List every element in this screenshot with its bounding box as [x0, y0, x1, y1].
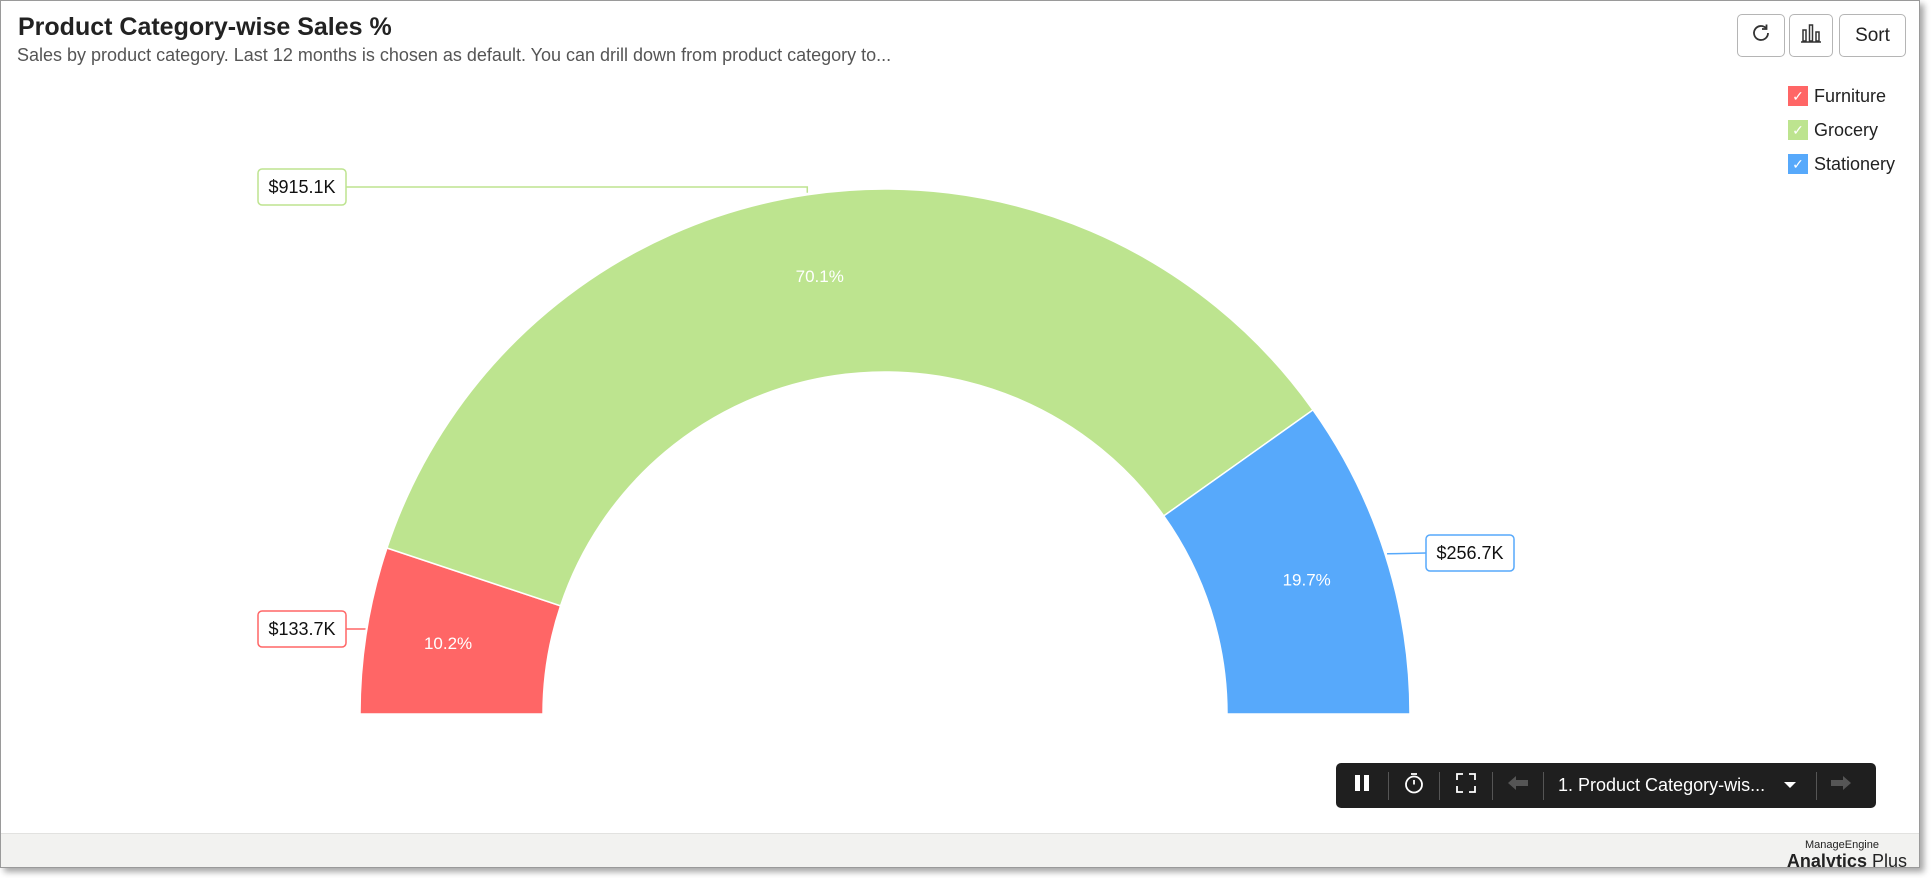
legend-checkbox[interactable]: ✓ — [1788, 120, 1808, 140]
brand-manageengine: ManageEngine — [1804, 839, 1879, 851]
percent-label: 19.7% — [1283, 570, 1331, 589]
value-label: $915.1K — [268, 177, 335, 197]
slide-dropdown-button[interactable] — [1778, 763, 1802, 808]
bar-chart-icon — [1799, 21, 1823, 51]
player-divider — [1543, 771, 1544, 800]
callout-line — [346, 628, 366, 630]
legend-item-grocery[interactable]: ✓ Grocery — [1788, 119, 1895, 141]
slice-stationery[interactable] — [1162, 408, 1411, 715]
slice-grocery[interactable] — [385, 188, 1315, 607]
previous-slide-button[interactable] — [1493, 763, 1543, 808]
player-divider — [1439, 771, 1440, 800]
prev-arrow-icon — [1506, 773, 1530, 798]
fullscreen-icon — [1454, 771, 1478, 800]
player-divider — [1492, 771, 1493, 800]
next-slide-button[interactable] — [1817, 763, 1865, 808]
value-label: $256.7K — [1436, 543, 1503, 563]
player-divider — [1816, 771, 1817, 800]
value-label-box — [257, 168, 347, 206]
brand-product-suffix: Plus — [1866, 851, 1907, 868]
percent-label: 10.2% — [424, 634, 472, 653]
semi-donut-chart: 10.2% $133.7K 70.1% $915.1K 19.7% $256.7K — [257, 168, 1515, 715]
pause-button[interactable] — [1336, 763, 1388, 808]
value-label: $133.7K — [268, 619, 335, 639]
fullscreen-button[interactable] — [1440, 763, 1492, 808]
page-subtitle: Sales by product category. Last 12 month… — [17, 45, 892, 65]
brand-product: Analytics Plus — [1786, 851, 1907, 868]
refresh-icon — [1749, 21, 1773, 51]
legend-item-stationery[interactable]: ✓ Stationery — [1788, 153, 1895, 175]
legend-label: Furniture — [1814, 85, 1887, 106]
brand-product-main: Analytics — [1786, 851, 1867, 868]
value-label-box — [1425, 534, 1515, 572]
page-title: Product Category-wise Sales % — [18, 13, 392, 41]
player-divider — [1388, 771, 1389, 800]
slideshow-player: 1. Product Category-wis... — [1336, 763, 1876, 808]
dropdown-icon — [1783, 777, 1797, 795]
slide-selector-label[interactable]: 1. Product Category-wis... — [1558, 775, 1766, 795]
callout-line — [1387, 552, 1427, 555]
legend-label: Grocery — [1814, 119, 1879, 140]
timer-button[interactable] — [1389, 763, 1439, 808]
chart-legend: ✓ Furniture ✓ Grocery ✓ Stationery — [1788, 85, 1895, 187]
legend-label: Stationery — [1814, 153, 1896, 174]
sort-button[interactable]: Sort — [1839, 14, 1906, 57]
next-arrow-icon — [1829, 773, 1853, 798]
footer-bar: ManageEngine Analytics Plus — [1, 833, 1919, 868]
pause-icon — [1352, 773, 1372, 798]
legend-checkbox[interactable]: ✓ — [1788, 154, 1808, 174]
value-label-box — [257, 610, 347, 648]
refresh-button[interactable] — [1737, 14, 1785, 57]
callout-line — [346, 186, 809, 193]
legend-item-furniture[interactable]: ✓ Furniture — [1788, 85, 1895, 107]
percent-label: 70.1% — [796, 267, 844, 286]
timer-icon — [1402, 771, 1426, 800]
legend-checkbox[interactable]: ✓ — [1788, 86, 1808, 106]
chart-type-button[interactable] — [1789, 14, 1833, 57]
